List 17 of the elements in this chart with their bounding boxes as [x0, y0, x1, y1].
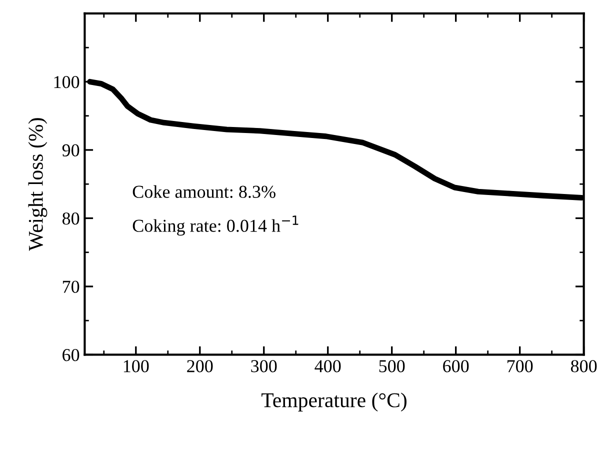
x-tick-label: 200	[187, 360, 213, 372]
annotation: Coking rate: 0.014 h$^{−1}$	[132, 216, 298, 236]
y-tick-label: 80	[62, 212, 80, 225]
y-tick-label: 90	[62, 144, 80, 156]
y-tick-label: 60	[62, 348, 80, 362]
x-tick-label: 500	[379, 360, 405, 372]
x-tick-label: 300	[251, 360, 277, 372]
x-axis-title: Temperature (°C)	[262, 392, 406, 412]
x-tick-label: 400	[314, 360, 341, 372]
y-tick-label: 70	[62, 280, 80, 293]
y-axis-title: Weight loss (%)	[28, 118, 48, 251]
x-tick-label: 700	[507, 360, 533, 372]
x-tick-label: 800	[570, 360, 597, 372]
x-tick-label: 100	[124, 360, 149, 372]
annotation: Coke amount: 8.3%	[132, 185, 276, 198]
x-tick-label: 600	[443, 360, 469, 372]
y-tick-label: 100	[54, 76, 80, 88]
